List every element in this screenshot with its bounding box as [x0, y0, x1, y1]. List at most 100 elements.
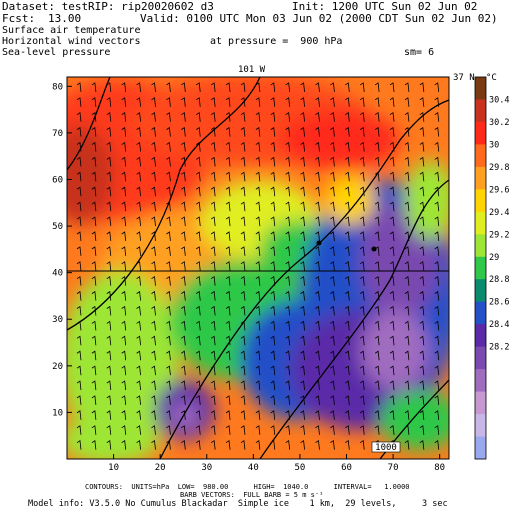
wind-barb — [151, 350, 156, 361]
wind-barb — [106, 112, 112, 122]
wind-barb — [76, 246, 82, 256]
wind-barb — [121, 380, 127, 391]
wind-barb — [285, 246, 291, 256]
wind-barb — [136, 231, 142, 242]
wind-barb — [181, 380, 186, 391]
wind-barb — [76, 97, 82, 107]
wind-barb — [240, 410, 246, 420]
wind-barb — [419, 290, 425, 301]
wind-barb — [210, 410, 216, 420]
wind-barb — [330, 126, 335, 137]
wind-barb — [389, 290, 395, 301]
wind-barb — [374, 410, 380, 420]
wind-barb — [106, 276, 112, 286]
wind-barb — [225, 365, 231, 376]
wind-barb — [106, 82, 112, 92]
wind-barb — [389, 246, 395, 256]
wind-barb — [315, 425, 320, 435]
wind-barb — [196, 82, 201, 92]
wind-barb — [181, 410, 186, 420]
wind-barb — [91, 380, 97, 391]
wind-barb — [315, 82, 320, 92]
wind-barb — [255, 439, 261, 450]
wind-barb — [225, 305, 231, 316]
wind-barb — [285, 82, 291, 92]
wind-barb — [330, 261, 335, 271]
wind-barb — [240, 216, 246, 227]
wind-barb — [345, 290, 350, 301]
wind-barb — [151, 246, 156, 256]
wind-barb — [240, 380, 246, 391]
wind-barb — [181, 276, 186, 286]
wind-barb — [389, 112, 395, 122]
wind-barb — [136, 365, 142, 376]
wind-barb — [359, 439, 365, 450]
x-tick-label: 40 — [248, 463, 259, 473]
wind-barb — [196, 261, 201, 271]
colorbar-swatch — [475, 301, 486, 325]
wind-barb — [374, 276, 380, 286]
wind-barb — [106, 290, 112, 301]
wind-barb — [285, 335, 291, 346]
wind-barb — [210, 156, 216, 167]
colorbar-swatch — [475, 436, 486, 460]
wind-barb — [151, 395, 156, 406]
wind-barb — [196, 141, 201, 152]
wind-barb — [359, 126, 365, 137]
wind-barb — [404, 156, 410, 167]
wind-barb — [76, 201, 82, 212]
wind-barb — [345, 439, 350, 450]
wind-barb — [240, 276, 246, 286]
wind-barb — [166, 395, 171, 406]
wind-barb — [121, 290, 127, 301]
wind-barb — [359, 156, 365, 167]
colorbar-label: 29 — [489, 253, 499, 263]
wind-barb — [359, 365, 365, 376]
wind-barb — [404, 186, 410, 197]
wind-barb — [270, 112, 276, 122]
y-tick-label: 40 — [52, 269, 63, 279]
wind-barb — [330, 425, 335, 435]
wind-barb — [151, 231, 156, 242]
wind-barb — [91, 156, 97, 167]
wind-barb — [181, 246, 186, 256]
wind-barb — [270, 201, 276, 212]
wind-barb — [374, 97, 380, 107]
wind-barb — [106, 395, 112, 406]
rip-label: RIP: rip20020602 d3 — [88, 0, 214, 13]
wind-barb — [240, 261, 246, 271]
wind-barb — [196, 410, 201, 420]
wind-barb — [255, 261, 261, 271]
wind-barb — [240, 439, 246, 450]
wind-barb — [166, 97, 171, 107]
wind-barb — [270, 290, 276, 301]
contour-label: 1000 — [375, 443, 397, 453]
wind-barb — [166, 276, 171, 286]
wind-barb — [404, 439, 410, 450]
wind-barb — [240, 365, 246, 376]
wind-barb — [419, 305, 425, 316]
wind-barb — [330, 97, 335, 107]
colorbar-swatch — [475, 144, 486, 168]
wind-barb — [270, 261, 276, 271]
wind-barb — [330, 335, 335, 346]
wind-barb — [106, 231, 112, 242]
wind-barb — [374, 112, 380, 122]
wind-barb — [181, 395, 186, 406]
wind-barb — [270, 141, 276, 152]
wind-barb — [91, 231, 97, 242]
wind-barb — [300, 171, 305, 182]
wind-barb — [181, 171, 186, 182]
wind-barb — [300, 305, 305, 316]
wind-barb — [345, 231, 350, 242]
wind-barb — [389, 395, 395, 406]
wind-barb — [419, 320, 425, 331]
wind-barb — [389, 171, 395, 182]
wind-barb — [225, 276, 231, 286]
wind-barb — [389, 201, 395, 212]
wind-barb — [359, 201, 365, 212]
field-temperature: Surface air temperature — [2, 25, 141, 36]
wind-barb — [300, 350, 305, 361]
wind-barb — [434, 112, 440, 122]
wind-barb — [210, 97, 216, 107]
